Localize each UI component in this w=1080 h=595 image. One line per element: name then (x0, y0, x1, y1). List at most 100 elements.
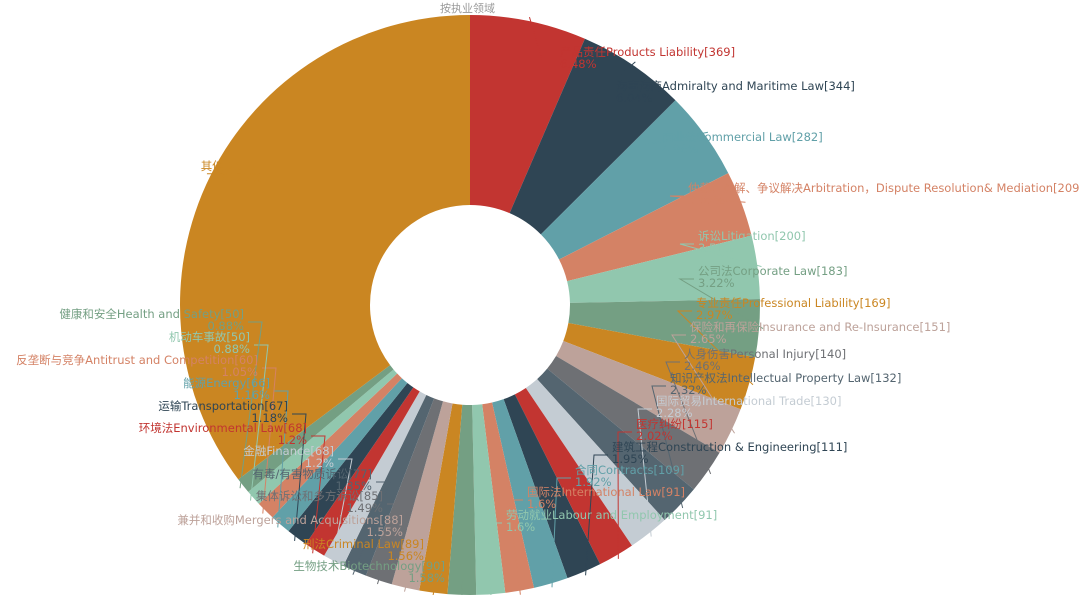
slice-18[interactable] (391, 401, 453, 591)
slice-2[interactable] (540, 100, 729, 260)
slice-15[interactable] (472, 404, 506, 595)
slice-label-percent-27: 0.88% (207, 319, 244, 333)
slice-label-name-19: 集体诉讼和多方诉讼[85] (256, 489, 383, 503)
leader-line-14 (508, 499, 523, 595)
slice-label-percent-23: 1.18% (251, 411, 288, 425)
slice-21[interactable] (324, 391, 427, 566)
slice-14[interactable] (482, 402, 534, 593)
leader-line-3 (669, 195, 746, 203)
slice-28[interactable] (179, 14, 470, 480)
slice-label-percent-5: 3.22% (698, 276, 735, 290)
slice-label-percent-17: 1.56% (387, 549, 424, 563)
leader-line-5 (678, 278, 764, 330)
slice-5[interactable] (568, 298, 760, 358)
slice-0[interactable] (470, 15, 585, 214)
slice-label-26: 机动车事故[50] 0.88% (169, 330, 250, 356)
labels-group: 产品责任Products Liability[369] 6.48% 海事海商Admi… (16, 45, 1080, 585)
slice-label-percent-11: 2.02% (636, 429, 673, 443)
slice-22[interactable] (305, 387, 420, 556)
slice-7[interactable] (556, 340, 741, 453)
slice-label-percent-7: 2.65% (690, 332, 727, 346)
slice-label-name-16: 生物技术Biotechnology[90] (293, 559, 445, 573)
leader-line-8 (665, 361, 712, 475)
slices-group (179, 14, 760, 595)
slice-label-percent-22: 1.2% (278, 433, 307, 447)
slice-label-name-1: 海事海商Admiralty and Maritime Law[344] (616, 79, 855, 93)
slice-label-14: 国际法International Law[91] 1.6% (527, 485, 685, 511)
slice-label-16: 生物技术Biotechnology[90] 1.58% (293, 559, 445, 585)
leader-line-13 (551, 477, 571, 588)
slice-label-17: 刑法Criminal Law[89] 1.56% (303, 537, 424, 563)
chart-title: 按执业领域 (440, 1, 495, 15)
leader-line-25 (262, 367, 277, 514)
slice-label-percent-6: 2.97% (696, 308, 733, 322)
slice-label-9: 知识产权法Intellectual Property Law[132] 2.32% (670, 371, 901, 397)
leader-line-27 (239, 321, 263, 489)
slice-label-name-25: 反垄断与竞争Antitrust and Competition[60] (16, 353, 258, 367)
slice-26[interactable] (248, 369, 398, 504)
slice-label-percent-13: 1.92% (575, 475, 612, 489)
slice-label-13: 合同Contracts[109] 1.92% (575, 463, 684, 489)
slice-10[interactable] (525, 379, 665, 546)
leader-line-15 (487, 522, 502, 595)
slice-8[interactable] (547, 355, 720, 490)
slice-label-name-21: 金融Finance[68] (243, 444, 334, 458)
slice-label-name-0: 产品责任Products Liability[369] (560, 45, 735, 59)
slice-19[interactable] (365, 398, 444, 585)
slice-label-percent-26: 0.88% (213, 342, 250, 356)
slice-label-name-14: 国际法International Law[91] (527, 485, 685, 499)
slice-17[interactable] (419, 403, 463, 595)
slice-label-percent-1: 6.04% (616, 91, 653, 105)
slice-label-22: 环境法Environmental Law[68] 1.2% (139, 421, 307, 447)
slice-label-21: 金融Finance[68] 1.2% (243, 444, 334, 470)
slice-label-percent-4: 3.51% (698, 241, 735, 255)
slice-label-15: 劳动就业Labour and Employment[91] 1.6% (506, 508, 717, 534)
slice-12[interactable] (503, 394, 601, 579)
leader-line-10 (637, 408, 652, 537)
leader-line-24 (274, 390, 289, 528)
slice-label-23: 运输Transportation[67] 1.18% (158, 399, 288, 425)
slice-24[interactable] (272, 378, 408, 532)
slice-label-percent-9: 2.32% (670, 383, 707, 397)
leader-line-11 (617, 431, 632, 559)
slice-label-12: 建筑工程Construction & Engineering[111] 1.95% (612, 440, 847, 466)
leader-line-9 (651, 385, 684, 509)
slice-3[interactable] (559, 173, 752, 282)
slice-label-name-4: 诉讼Litigation[200] (698, 229, 806, 243)
slice-25[interactable] (258, 373, 402, 518)
slice-label-name-9: 知识产权法Intellectual Property Law[132] (670, 371, 901, 385)
slice-label-6: 专业责任Professional Liability[169] 2.97% (696, 296, 891, 322)
slice-label-percent-10: 2.28% (656, 406, 693, 420)
slice-label-19: 集体诉讼和多方诉讼[85] 1.49% (256, 489, 383, 515)
slice-11[interactable] (514, 387, 632, 565)
slice-label-name-3: 仲裁、调解、争议解决Arbitration，Dispute Resolution… (688, 181, 1080, 195)
slice-16[interactable] (447, 404, 477, 595)
slice-label-percent-21: 1.2% (305, 456, 334, 470)
slice-label-10: 国际贸易International Trade[130] 2.28% (656, 394, 841, 420)
leader-line-17 (428, 551, 443, 595)
slice-label-percent-14: 1.6% (527, 497, 556, 511)
slice-label-name-11: 医疗纠纷[115] (636, 417, 713, 431)
slice-label-percent-0: 6.48% (560, 57, 597, 71)
slice-label-percent-28: 35.27% (218, 171, 262, 185)
slice-label-percent-12: 1.95% (612, 452, 649, 466)
leader-line-12 (585, 454, 608, 576)
slice-label-name-12: 建筑工程Construction & Engineering[111] (612, 440, 847, 454)
slice-label-name-10: 国际贸易International Trade[130] (656, 394, 841, 408)
slice-27[interactable] (238, 365, 394, 492)
slice-label-18: 兼并和收购Mergers and Acquisitions[88] 1.55% (177, 513, 403, 539)
slice-1[interactable] (509, 38, 676, 235)
slice-label-percent-19: 1.49% (346, 501, 383, 515)
slice-6[interactable] (563, 323, 756, 410)
slice-label-name-22: 环境法Environmental Law[68] (139, 421, 307, 435)
slice-label-name-7: 保险和再保险Insurance and Re-Insurance[151] (690, 320, 950, 334)
slice-label-name-24: 能源Energy[66] (183, 376, 270, 390)
leader-line-16 (449, 573, 464, 595)
slice-label-name-17: 刑法Criminal Law[89] (303, 537, 424, 551)
slice-9[interactable] (537, 368, 694, 520)
slice-label-name-18: 兼并和收购Mergers and Acquisitions[88] (177, 513, 403, 527)
slice-13[interactable] (492, 399, 568, 588)
slice-label-24: 能源Energy[66] 1.16% (183, 376, 270, 402)
slice-label-4: 诉讼Litigation[200] 3.51% (698, 229, 806, 255)
slice-label-name-2: 商业法Commercial Law[282] (662, 130, 823, 144)
